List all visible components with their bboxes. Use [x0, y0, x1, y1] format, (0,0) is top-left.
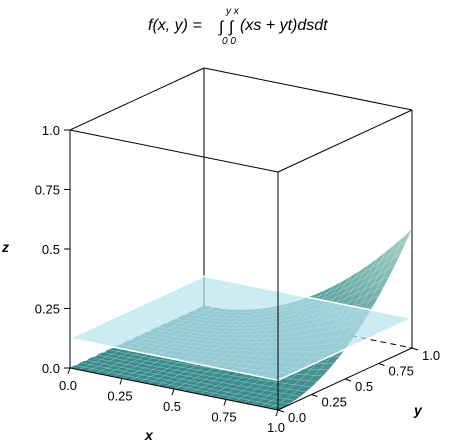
y-tick-label: 0.75 — [389, 364, 414, 379]
y-axis-ticks: 0.0 0.25 0.5 0.75 1.0 — [277, 347, 440, 425]
y-tick-mark — [344, 378, 352, 382]
y-tick-mark — [378, 363, 385, 366]
z-axis-ticks: 0.0 0.25 0.5 0.75 1.0 — [35, 123, 70, 376]
z-axis-label: z — [1, 239, 9, 255]
z-tick-label: 0.25 — [35, 302, 60, 317]
x-axis-label: x — [144, 427, 154, 443]
x-axis-ticks: 0.0 0.25 0.5 0.75 1.0 — [59, 367, 285, 435]
x-tick-label: 0.5 — [163, 399, 181, 414]
x-tick-label: 0.75 — [211, 410, 236, 425]
y-axis-label: y — [413, 402, 423, 418]
x-tick-label: 0.25 — [107, 389, 132, 404]
surface-facet — [313, 369, 329, 377]
title-lhs: f(x, y) = — [148, 17, 202, 34]
surface-facet — [392, 241, 407, 260]
z-tick-label: 0.75 — [35, 183, 60, 198]
box-back-edge — [69, 67, 205, 131]
z-tick-label: 1.0 — [42, 123, 60, 138]
y-tick-label: 1.0 — [422, 348, 440, 363]
y-tick-label: 0.0 — [288, 410, 306, 425]
title-lower-limits: 0 0 — [222, 36, 236, 47]
surface-facet — [397, 228, 413, 249]
y-tick-label: 0.25 — [322, 395, 347, 410]
surface-facet — [279, 398, 296, 405]
x-tick-mark — [67, 367, 71, 375]
box-front-edge — [277, 109, 413, 173]
x-tick-label: 0.0 — [59, 378, 77, 393]
y-tick-mark — [277, 409, 285, 413]
surface-facet — [380, 264, 396, 282]
title-integral-1: ∫ — [218, 19, 225, 36]
y-tick-mark — [411, 347, 419, 351]
box-back-edge — [203, 67, 413, 111]
y-tick-mark — [311, 394, 318, 397]
x-tick-label: 1.0 — [267, 420, 285, 435]
title-integral-2: ∫ — [228, 19, 235, 36]
title-upper-limits: y x — [225, 6, 240, 17]
z-tick-label: 0.5 — [42, 242, 60, 257]
chart-title: f(x, y) = ∫ ∫ y x 0 0 (xs + yt)dsdt — [148, 6, 328, 47]
y-tick-label: 0.5 — [355, 379, 373, 394]
x-tick-mark — [119, 378, 123, 385]
x-tick-mark — [275, 409, 279, 417]
x-tick-mark — [223, 399, 227, 406]
box-front-edge — [69, 129, 279, 173]
x-tick-mark — [171, 388, 175, 396]
z-tick-label: 0.0 — [42, 361, 60, 376]
surface-facet — [363, 296, 379, 310]
title-integrand: (xs + yt)dsdt — [240, 17, 328, 34]
